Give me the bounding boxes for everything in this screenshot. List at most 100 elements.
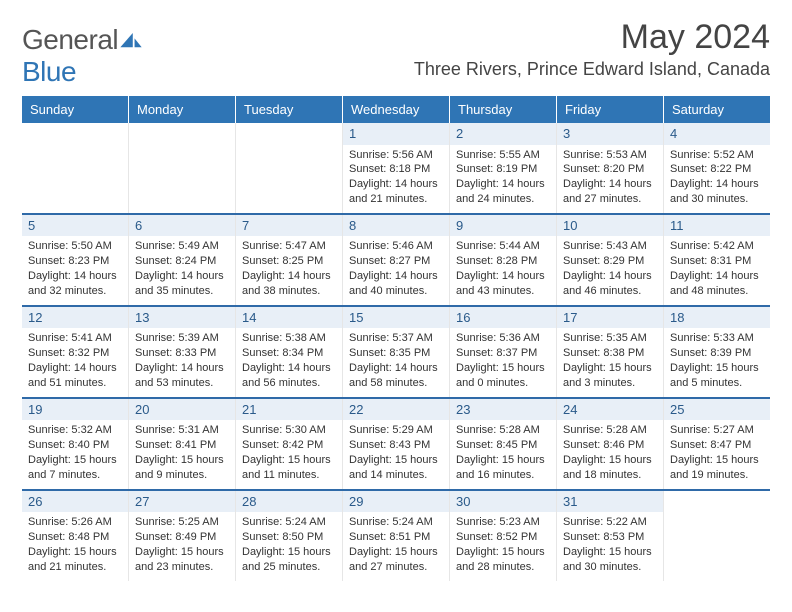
sunset-line: Sunset: 8:32 PM [28,346,122,361]
daylight-line: Daylight: 14 hours and 24 minutes. [456,177,550,207]
daylight-line: Daylight: 15 hours and 30 minutes. [563,545,657,575]
sunset-line: Sunset: 8:46 PM [563,438,657,453]
day-number: 29 [343,491,449,513]
sunset-line: Sunset: 8:28 PM [456,254,550,269]
sunrise-line: Sunrise: 5:53 AM [563,148,657,163]
daylight-line: Daylight: 14 hours and 35 minutes. [135,269,229,299]
day-23: 23Sunrise: 5:28 AMSunset: 8:45 PMDayligh… [449,399,556,489]
sunset-line: Sunset: 8:48 PM [28,530,122,545]
day-13: 13Sunrise: 5:39 AMSunset: 8:33 PMDayligh… [128,307,235,397]
daylight-line: Daylight: 15 hours and 0 minutes. [456,361,550,391]
sunset-line: Sunset: 8:25 PM [242,254,336,269]
daylight-line: Daylight: 14 hours and 38 minutes. [242,269,336,299]
sunrise-line: Sunrise: 5:47 AM [242,239,336,254]
daylight-line: Daylight: 15 hours and 27 minutes. [349,545,443,575]
sunrise-line: Sunrise: 5:30 AM [242,423,336,438]
sunrise-line: Sunrise: 5:32 AM [28,423,122,438]
sunrise-line: Sunrise: 5:22 AM [563,515,657,530]
sunset-line: Sunset: 8:45 PM [456,438,550,453]
dow-sunday: Sunday [22,96,128,123]
sunrise-line: Sunrise: 5:25 AM [135,515,229,530]
daylight-line: Daylight: 14 hours and 43 minutes. [456,269,550,299]
sunset-line: Sunset: 8:29 PM [563,254,657,269]
day-number: 17 [557,307,663,329]
day-number: 7 [236,215,342,237]
day-26: 26Sunrise: 5:26 AMSunset: 8:48 PMDayligh… [22,491,128,581]
sunset-line: Sunset: 8:18 PM [349,162,443,177]
sunrise-line: Sunrise: 5:46 AM [349,239,443,254]
week-row: 26Sunrise: 5:26 AMSunset: 8:48 PMDayligh… [22,489,770,581]
sunrise-line: Sunrise: 5:33 AM [670,331,764,346]
day-number: 14 [236,307,342,329]
daylight-line: Daylight: 15 hours and 23 minutes. [135,545,229,575]
day-number: 3 [557,123,663,145]
day-number: 21 [236,399,342,421]
day-22: 22Sunrise: 5:29 AMSunset: 8:43 PMDayligh… [342,399,449,489]
sunrise-line: Sunrise: 5:35 AM [563,331,657,346]
sunset-line: Sunset: 8:52 PM [456,530,550,545]
day-2: 2Sunrise: 5:55 AMSunset: 8:19 PMDaylight… [449,123,556,213]
day-31: 31Sunrise: 5:22 AMSunset: 8:53 PMDayligh… [556,491,663,581]
day-number: 25 [664,399,770,421]
sunrise-line: Sunrise: 5:29 AM [349,423,443,438]
sunset-line: Sunset: 8:24 PM [135,254,229,269]
calendar: SundayMondayTuesdayWednesdayThursdayFrid… [22,96,770,581]
day-number: 23 [450,399,556,421]
sunrise-line: Sunrise: 5:43 AM [563,239,657,254]
sunset-line: Sunset: 8:38 PM [563,346,657,361]
day-number: 10 [557,215,663,237]
calendar-body: ...1Sunrise: 5:56 AMSunset: 8:18 PMDayli… [22,123,770,581]
day-10: 10 Sunrise: 5:43 AMSunset: 8:29 PMDayligh… [556,215,663,305]
day-number: 9 [450,215,556,237]
sunrise-line: Sunrise: 5:31 AM [135,423,229,438]
day-9: 9Sunrise: 5:44 AMSunset: 8:28 PMDaylight… [449,215,556,305]
sunset-line: Sunset: 8:49 PM [135,530,229,545]
day-20: 20Sunrise: 5:31 AMSunset: 8:41 PMDayligh… [128,399,235,489]
day-number: 31 [557,491,663,513]
sunrise-line: Sunrise: 5:41 AM [28,331,122,346]
sunrise-line: Sunrise: 5:49 AM [135,239,229,254]
day-number: 22 [343,399,449,421]
week-row: ...1Sunrise: 5:56 AMSunset: 8:18 PMDayli… [22,123,770,213]
daylight-line: Daylight: 14 hours and 46 minutes. [563,269,657,299]
month-title: May 2024 [414,18,770,57]
dow-tuesday: Tuesday [235,96,342,123]
daylight-line: Daylight: 15 hours and 14 minutes. [349,453,443,483]
daylight-line: Daylight: 15 hours and 7 minutes. [28,453,122,483]
daylight-line: Daylight: 15 hours and 21 minutes. [28,545,122,575]
week-row: 19Sunrise: 5:32 AMSunset: 8:40 PMDayligh… [22,397,770,489]
daylight-line: Daylight: 14 hours and 51 minutes. [28,361,122,391]
day-16: 16Sunrise: 5:36 AMSunset: 8:37 PMDayligh… [449,307,556,397]
daylight-line: Daylight: 15 hours and 25 minutes. [242,545,336,575]
day-empty: . [22,123,128,213]
daylight-line: Daylight: 15 hours and 18 minutes. [563,453,657,483]
sunrise-line: Sunrise: 5:55 AM [456,148,550,163]
sunrise-line: Sunrise: 5:52 AM [670,148,764,163]
week-row: 12Sunrise: 5:41 AMSunset: 8:32 PMDayligh… [22,305,770,397]
day-28: 28Sunrise: 5:24 AMSunset: 8:50 PMDayligh… [235,491,342,581]
sunset-line: Sunset: 8:51 PM [349,530,443,545]
day-number: 27 [129,491,235,513]
sunrise-line: Sunrise: 5:28 AM [563,423,657,438]
day-empty: . [128,123,235,213]
dow-thursday: Thursday [449,96,556,123]
day-27: 27 Sunrise: 5:25 AMSunset: 8:49 PMDayligh… [128,491,235,581]
daylight-line: Daylight: 14 hours and 53 minutes. [135,361,229,391]
sunrise-line: Sunrise: 5:36 AM [456,331,550,346]
location: Three Rivers, Prince Edward Island, Cana… [414,59,770,80]
sunrise-line: Sunrise: 5:23 AM [456,515,550,530]
daylight-line: Daylight: 14 hours and 27 minutes. [563,177,657,207]
dow-header-row: SundayMondayTuesdayWednesdayThursdayFrid… [22,96,770,123]
day-11: 11Sunrise: 5:42 AMSunset: 8:31 PMDayligh… [663,215,770,305]
day-number: 20 [129,399,235,421]
dow-wednesday: Wednesday [342,96,449,123]
sunset-line: Sunset: 8:27 PM [349,254,443,269]
day-number: 4 [664,123,770,145]
dow-monday: Monday [128,96,235,123]
day-number: 5 [22,215,128,237]
sunset-line: Sunset: 8:41 PM [135,438,229,453]
sunset-line: Sunset: 8:47 PM [670,438,764,453]
day-number: 6 [129,215,235,237]
day-18: 18Sunrise: 5:33 AMSunset: 8:39 PMDayligh… [663,307,770,397]
day-number: 19 [22,399,128,421]
